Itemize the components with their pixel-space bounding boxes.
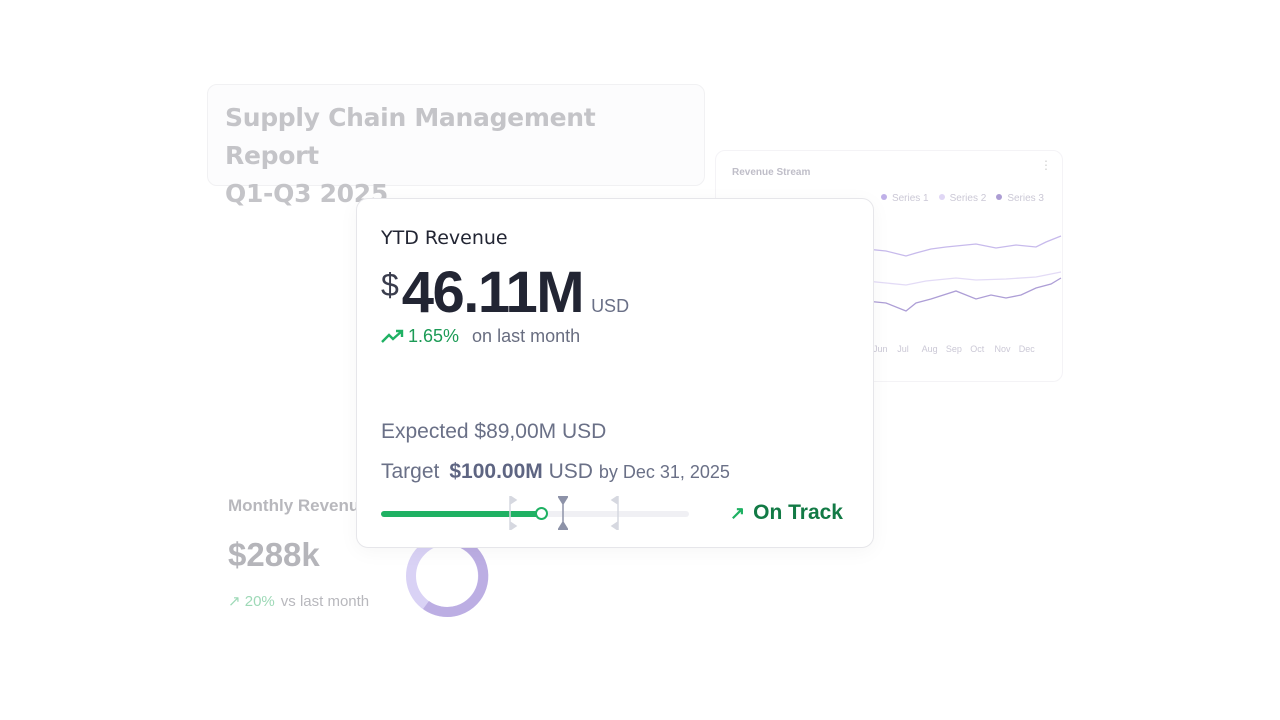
ytd-change: 1.65%	[408, 326, 460, 346]
monthly-revenue-value: $288k	[228, 536, 320, 573]
legend-series-1: Series 1	[880, 193, 929, 204]
ytd-value: 46.11M	[401, 260, 585, 325]
progress-fill	[381, 511, 542, 517]
series-1-line	[865, 235, 1062, 257]
report-title: Supply Chain Management Report	[225, 103, 596, 170]
ytd-revenue-card: YTD Revenue $ 46.11M USD 1.65% on last m…	[356, 198, 874, 548]
progress-bar	[381, 496, 689, 530]
ytd-change-label: on last month	[472, 326, 581, 346]
legend-series-2: Series 2	[938, 193, 986, 204]
ytd-unit: USD	[591, 296, 630, 316]
status-badge: ↗ On Track	[730, 501, 843, 524]
trend-up-icon	[381, 329, 404, 343]
x-axis: Jun Jul Aug Sep Oct Nov Dec	[873, 344, 1035, 354]
expected-revenue: Expected $89,00M USD	[381, 420, 607, 443]
target-revenue: Target $100.00M USD by Dec 31, 2025	[381, 460, 730, 483]
series-2-line	[865, 271, 1062, 286]
legend-series-3: Series 3	[996, 193, 1044, 204]
kebab-icon[interactable]: ⋮	[1040, 158, 1052, 172]
currency-symbol: $	[381, 267, 399, 303]
monthly-change-label: vs last month	[280, 593, 370, 610]
chart-legend: Series 1 Series 2 Series 3	[880, 193, 1044, 204]
progress-marker-icon	[610, 496, 619, 530]
progress-marker-icon	[509, 496, 518, 530]
ytd-title: YTD Revenue	[381, 227, 508, 249]
revenue-stream-title: Revenue Stream	[732, 167, 811, 178]
monthly-change: 20%	[244, 593, 275, 610]
progress-knob	[535, 507, 549, 520]
revenue-line-chart	[865, 235, 1062, 312]
monthly-revenue-label: Monthly Revenue	[228, 496, 369, 515]
monthly-revenue-widget: Monthly Revenue $288k ↗ 20% vs last month	[228, 496, 369, 610]
progress-marker-icon	[557, 496, 568, 530]
report-title-card: Supply Chain Management Report Q1-Q3 202…	[207, 84, 705, 208]
series-3-line	[865, 277, 1062, 312]
arrow-up-right-icon: ↗	[730, 502, 746, 523]
trend-up-icon: ↗	[228, 593, 241, 610]
